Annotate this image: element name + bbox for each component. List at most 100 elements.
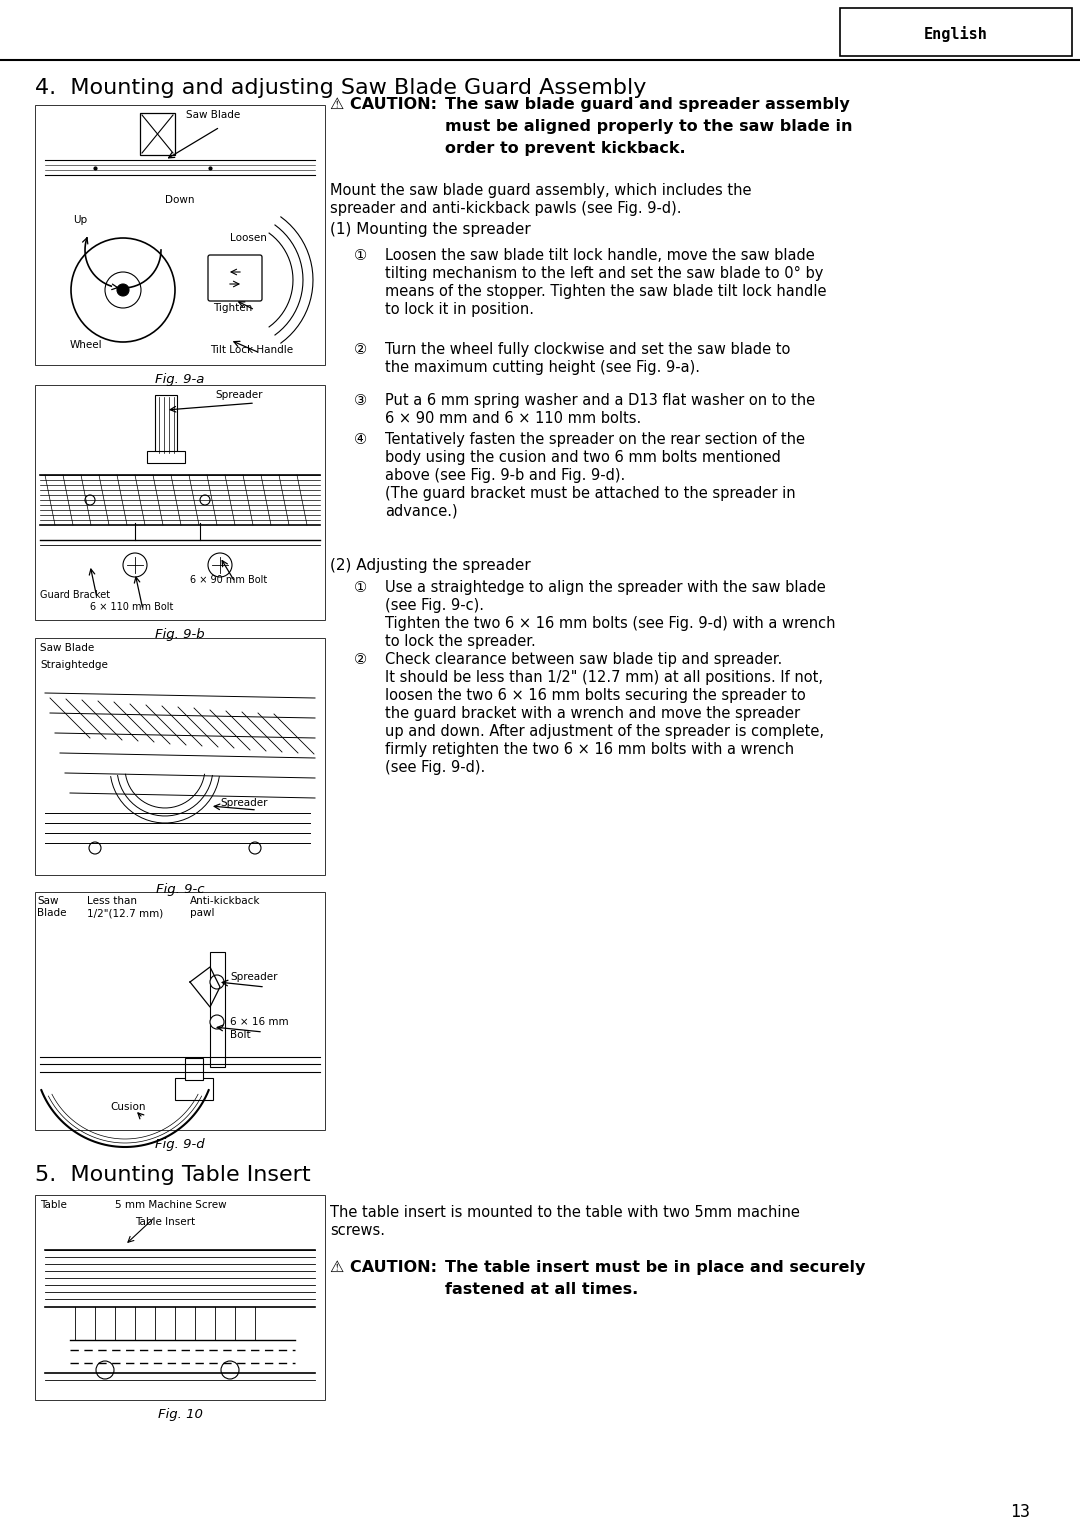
Text: Spreader: Spreader [230, 972, 278, 983]
Text: Saw: Saw [37, 895, 58, 906]
Text: Mount the saw blade guard assembly, which includes the: Mount the saw blade guard assembly, whic… [330, 183, 752, 199]
Text: 5 mm Machine Screw: 5 mm Machine Screw [114, 1199, 227, 1210]
Text: Anti-kickback: Anti-kickback [190, 895, 260, 906]
Text: Fig. 9-d: Fig. 9-d [156, 1138, 205, 1151]
Text: must be aligned properly to the saw blade in: must be aligned properly to the saw blad… [445, 119, 852, 134]
Circle shape [249, 842, 261, 854]
Bar [140, 113, 175, 154]
Text: ③: ③ [353, 393, 366, 408]
Text: Use a straightedge to align the spreader with the saw blade: Use a straightedge to align the spreader… [384, 581, 826, 594]
Text: (2) Adjusting the spreader: (2) Adjusting the spreader [330, 558, 530, 573]
Text: The table insert is mounted to the table with two 5mm machine: The table insert is mounted to the table… [330, 1206, 800, 1219]
Text: 6 × 16 mm: 6 × 16 mm [230, 1018, 288, 1027]
Text: body using the cusion and two 6 mm bolts mentioned: body using the cusion and two 6 mm bolts… [384, 451, 781, 465]
Text: the maximum cutting height (see Fig. 9-a).: the maximum cutting height (see Fig. 9-a… [384, 361, 700, 374]
Text: ④: ④ [353, 432, 366, 448]
Text: screws.: screws. [330, 1222, 384, 1238]
Bar [156, 396, 177, 455]
Text: Spreader: Spreader [215, 390, 262, 400]
Circle shape [89, 842, 102, 854]
Text: 5.  Mounting Table Insert: 5. Mounting Table Insert [35, 1164, 311, 1186]
Text: The table insert must be in place and securely: The table insert must be in place and se… [445, 1261, 865, 1274]
Text: Fig. 9-a: Fig. 9-a [156, 373, 205, 387]
Circle shape [210, 1015, 224, 1028]
Text: up and down. After adjustment of the spreader is complete,: up and down. After adjustment of the spr… [384, 724, 824, 740]
Text: (1) Mounting the spreader: (1) Mounting the spreader [330, 222, 530, 237]
Text: (see Fig. 9-c).: (see Fig. 9-c). [384, 597, 484, 613]
Bar [35, 639, 325, 876]
Bar [35, 105, 325, 365]
Text: to lock it in position.: to lock it in position. [384, 303, 534, 316]
Text: spreader and anti-kickback pawls (see Fig. 9-d).: spreader and anti-kickback pawls (see Fi… [330, 202, 681, 215]
Circle shape [71, 238, 175, 342]
Text: 6 × 90 mm and 6 × 110 mm bolts.: 6 × 90 mm and 6 × 110 mm bolts. [384, 411, 642, 426]
Text: (The guard bracket must be attached to the spreader in: (The guard bracket must be attached to t… [384, 486, 796, 501]
Text: 4.  Mounting and adjusting Saw Blade Guard Assembly: 4. Mounting and adjusting Saw Blade Guar… [35, 78, 646, 98]
Text: Tilt Lock Handle: Tilt Lock Handle [210, 345, 293, 354]
Text: pawl: pawl [190, 908, 215, 918]
Text: 6 × 90 mm Bolt: 6 × 90 mm Bolt [190, 575, 267, 585]
Bar [175, 1077, 213, 1100]
Circle shape [123, 553, 147, 578]
Text: loosen the two 6 × 16 mm bolts securing the spreader to: loosen the two 6 × 16 mm bolts securing … [384, 688, 806, 703]
Circle shape [200, 495, 210, 504]
Text: above (see Fig. 9-b and Fig. 9-d).: above (see Fig. 9-b and Fig. 9-d). [384, 468, 625, 483]
Text: Bolt: Bolt [230, 1030, 251, 1041]
Text: Table Insert: Table Insert [135, 1216, 195, 1227]
Circle shape [96, 1361, 114, 1378]
Circle shape [105, 272, 141, 309]
Text: Table: Table [40, 1199, 67, 1210]
Text: Straightedge: Straightedge [40, 660, 108, 669]
Text: to lock the spreader.: to lock the spreader. [384, 634, 536, 649]
Text: the guard bracket with a wrench and move the spreader: the guard bracket with a wrench and move… [384, 706, 800, 721]
Text: firmly retighten the two 6 × 16 mm bolts with a wrench: firmly retighten the two 6 × 16 mm bolts… [384, 743, 794, 756]
Text: Tentatively fasten the spreader on the rear section of the: Tentatively fasten the spreader on the r… [384, 432, 805, 448]
Bar [35, 385, 325, 620]
Text: means of the stopper. Tighten the saw blade tilt lock handle: means of the stopper. Tighten the saw bl… [384, 284, 826, 299]
Bar [147, 451, 185, 463]
Circle shape [221, 1361, 239, 1378]
Text: 6 × 110 mm Bolt: 6 × 110 mm Bolt [90, 602, 174, 613]
Text: Guard Bracket: Guard Bracket [40, 590, 110, 601]
Text: Spreader: Spreader [220, 798, 268, 808]
Text: ②: ② [353, 652, 366, 668]
Text: (see Fig. 9-d).: (see Fig. 9-d). [384, 759, 485, 775]
Text: English: English [924, 26, 988, 41]
Text: Saw Blade: Saw Blade [40, 643, 94, 652]
Text: Wheel: Wheel [70, 341, 103, 350]
Text: ⚠ CAUTION:: ⚠ CAUTION: [330, 1261, 437, 1274]
Text: Turn the wheel fully clockwise and set the saw blade to: Turn the wheel fully clockwise and set t… [384, 342, 791, 358]
Text: fastened at all times.: fastened at all times. [445, 1282, 638, 1297]
Text: order to prevent kickback.: order to prevent kickback. [445, 141, 686, 156]
Bar [35, 1195, 325, 1400]
Text: ①: ① [353, 248, 366, 263]
Text: Less than: Less than [87, 895, 137, 906]
Text: Tighten: Tighten [213, 303, 253, 313]
Text: Cusion: Cusion [110, 1102, 146, 1112]
Text: The saw blade guard and spreader assembly: The saw blade guard and spreader assembl… [445, 96, 850, 112]
Text: ①: ① [353, 581, 366, 594]
Bar [35, 892, 325, 1131]
Bar [185, 1057, 203, 1080]
Text: Fig. 9-b: Fig. 9-b [156, 628, 205, 642]
Text: Loosen the saw blade tilt lock handle, move the saw blade: Loosen the saw blade tilt lock handle, m… [384, 248, 814, 263]
Text: It should be less than 1/2" (12.7 mm) at all positions. If not,: It should be less than 1/2" (12.7 mm) at… [384, 669, 823, 685]
Circle shape [117, 284, 129, 296]
Text: tilting mechanism to the left and set the saw blade to 0° by: tilting mechanism to the left and set th… [384, 266, 823, 281]
Circle shape [208, 553, 232, 578]
Text: Fig. 10: Fig. 10 [158, 1407, 202, 1421]
Text: 13: 13 [1010, 1504, 1030, 1520]
Text: Put a 6 mm spring washer and a D13 flat washer on to the: Put a 6 mm spring washer and a D13 flat … [384, 393, 815, 408]
Text: Check clearance between saw blade tip and spreader.: Check clearance between saw blade tip an… [384, 652, 782, 668]
Text: Up: Up [73, 215, 87, 225]
FancyBboxPatch shape [208, 255, 262, 301]
Circle shape [85, 495, 95, 504]
Bar [840, 8, 1072, 57]
Text: Tighten the two 6 × 16 mm bolts (see Fig. 9-d) with a wrench: Tighten the two 6 × 16 mm bolts (see Fig… [384, 616, 836, 631]
Text: 1/2"(12.7 mm): 1/2"(12.7 mm) [87, 908, 163, 918]
Text: advance.): advance.) [384, 504, 458, 520]
Text: Saw Blade: Saw Blade [186, 110, 240, 121]
Text: ⚠ CAUTION:: ⚠ CAUTION: [330, 96, 437, 112]
Text: ②: ② [353, 342, 366, 358]
Bar [210, 952, 225, 1067]
